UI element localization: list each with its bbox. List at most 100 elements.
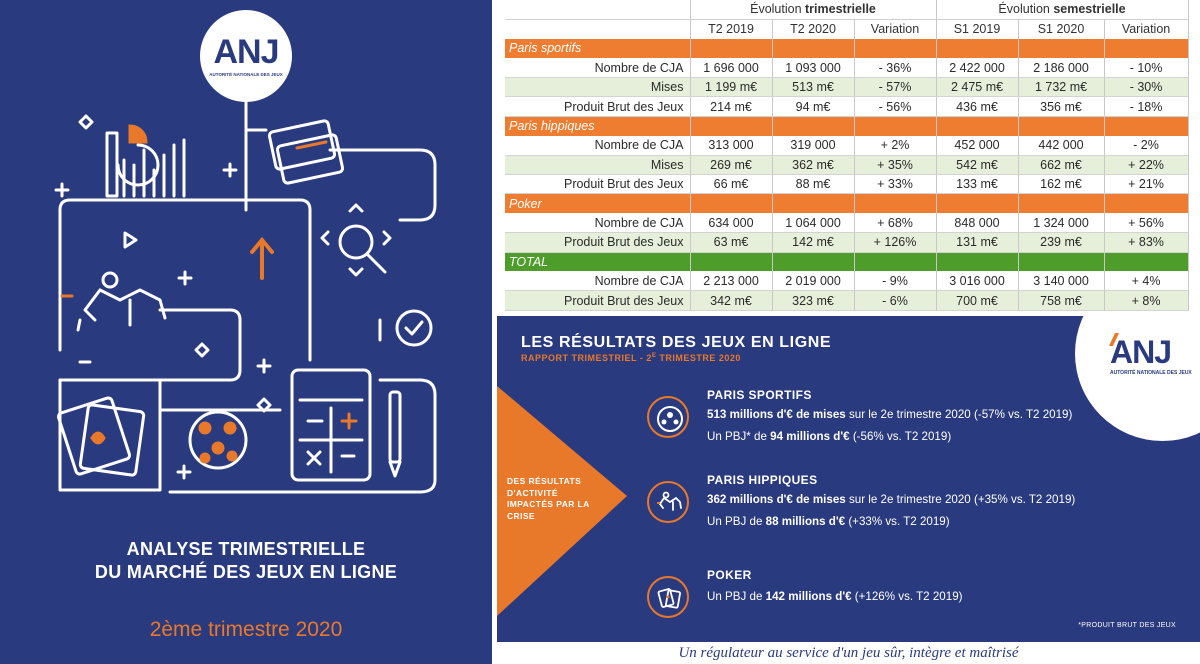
table-cell: 634 000 [690,213,773,234]
section-spacer-cell [772,252,855,272]
section-spacer-cell [1104,252,1189,272]
playing-cards-icon [647,576,689,618]
section-spacer-cell [1104,193,1189,214]
table-cell: - 36% [854,58,937,79]
banner-title: LES RÉSULTATS DES JEUX EN LIGNE [521,334,832,351]
section-spacer-cell [690,252,773,272]
cover-title: ANALYSE TRIMESTRIELLE DU MARCHÉ DES JEUX… [0,538,492,584]
column-header: S1 2019 [936,19,1019,39]
cover-subtitle: 2ème trimestre 2020 [149,618,343,641]
table-cell: - 6% [854,290,937,311]
row-label: Nombre de CJA [505,213,691,234]
table-cell: 2 019 000 [772,271,855,292]
table-row: Mises 269 m€ 362 m€ + 35% 542 m€ 662 m€ + 22% [505,155,1189,176]
category-line-2-rest: (-56% vs. T2 2019) [849,430,952,443]
section-spacer-cell [936,252,1019,272]
table-cell: 131 m€ [936,232,1019,253]
quarterly-header-bold: trimestrielle [805,2,876,17]
table-cell: + 8% [1104,290,1189,311]
category-title: PARIS SPORTIFS [707,388,812,402]
table-cell: 94 m€ [772,96,855,117]
category-line-1-rest: sur le 2e trimestre 2020 (+35% vs. T2 20… [845,493,1076,506]
banner-subtitle: RAPPORT TRIMESTRIEL - 2E TRIMESTRE 2020 [521,353,741,363]
results-table: Évolution trimestrielle Évolution semest… [505,0,1189,311]
row-label: Produit Brut des Jeux [505,174,691,195]
section-name: Paris hippiques [505,116,691,136]
semester-header-bold: semestrielle [1053,2,1126,17]
cover-title-line1: ANALYSE TRIMESTRIELLE [126,539,366,559]
table-cell: 63 m€ [690,232,773,253]
banner-subtitle-suffix: TRIMESTRE 2020 [656,353,741,363]
table-cell: + 2% [854,135,937,156]
category-line-1-rest: sur le 2e trimestre 2020 (-57% vs. T2 20… [845,408,1073,421]
anj-logo-text: ANJ [213,33,279,71]
category-line-2-bold: 88 millions d'€ [765,515,846,528]
table-cell: 66 m€ [690,174,773,195]
section-spacer-cell [1104,38,1189,59]
row-label: Produit Brut des Jeux [505,290,691,311]
row-label: Nombre de CJA [505,271,691,292]
table-cell: 848 000 [936,213,1019,234]
table-cell: 313 000 [690,135,773,156]
category-line-1-bold: 513 millions d'€ de mises [707,408,846,421]
cover-illustration [54,98,437,494]
row-label: Nombre de CJA [505,58,691,79]
section-spacer-cell [936,38,1019,59]
category-line-2-pre: Un PBJ* de [707,430,771,443]
report-cover: ANJ AUTORITÉ NATIONALE DES JEUX ANALYSE … [0,0,492,664]
category-line-1: 513 millions d'€ de mises sur le 2e trim… [707,408,1072,421]
table-row: Nombre de CJA 313 000 319 000 + 2% 452 000 44… [505,135,1189,156]
category-line-2-rest: (+33% vs. T2 2019) [845,515,950,528]
table-cell: + 56% [1104,213,1189,234]
category-title: POKER [707,568,752,582]
table-cell: 356 m€ [1018,96,1105,117]
column-header-row: T2 2019 T2 2020 Variation S1 2019 S1 2020 Var… [505,19,1189,39]
quarterly-group-header: Évolution trimestrielle [690,0,937,20]
table-cell: - 57% [854,77,937,98]
table-cell: 3 016 000 [936,271,1019,292]
anj-logo: ANJ AUTORITÉ NATIONALE DES JEUX [200,10,292,102]
row-label: Produit Brut des Jeux [505,232,691,253]
row-label: Produit Brut des Jeux [505,96,691,117]
section-spacer-cell [690,38,773,59]
column-header: T2 2020 [772,19,855,39]
table-cell: 2 213 000 [690,271,773,292]
table-cell: - 30% [1104,77,1189,98]
table-cell: 542 m€ [936,155,1019,176]
table-cell: 269 m€ [690,155,773,176]
column-header: S1 2020 [1018,19,1105,39]
table-cell: 133 m€ [936,174,1019,195]
horse-rider-icon [647,481,689,523]
banner-anj-logo: ANJ AUTORITÉ NATIONALE DES JEUX [1108,333,1200,376]
column-header: Variation [1104,19,1189,39]
table-cell: 758 m€ [1018,290,1105,311]
column-header: Variation [854,19,937,39]
section-name: Paris sportifs [505,38,691,59]
table-cell: 214 m€ [690,96,773,117]
section-spacer-cell [854,193,937,214]
arrow-shape [497,386,627,616]
table-row: Produit Brut des Jeux 342 m€ 323 m€ - 6% 700… [505,290,1189,311]
table-row: Produit Brut des Jeux 66 m€ 88 m€ + 33% 133 … [505,174,1189,195]
section-spacer-cell [772,116,855,136]
category-line-2: Un PBJ* de 94 millions d'€ (-56% vs. T2 … [707,430,951,443]
table-cell: + 22% [1104,155,1189,176]
table-cell: - 2% [1104,135,1189,156]
category-line-2-pre: Un PBJ de [707,515,766,528]
row-label: Nombre de CJA [505,135,691,156]
slogan: Un régulateur au service d'un jeu sûr, i… [678,645,1019,661]
section-spacer-cell [690,193,773,214]
section-spacer-cell [936,193,1019,214]
table-cell: 342 m€ [690,290,773,311]
results-banner: LES RÉSULTATS DES JEUX EN LIGNE RAPPORT … [497,316,1200,642]
row-label: Mises [505,77,691,98]
table-cell: 2 186 000 [1018,58,1105,79]
footnote: *PRODUIT BRUT DES JEUX [1078,622,1176,629]
table-cell: + 126% [854,232,937,253]
table-cell: 362 m€ [772,155,855,176]
semester-header-prefix: Évolution [998,2,1054,17]
section-spacer-cell [1104,116,1189,136]
banner-subtitle-prefix: RAPPORT TRIMESTRIEL - 2 [521,353,652,363]
table-row: Nombre de CJA 1 696 000 1 093 000- 36% 2 42… [505,58,1189,79]
banner-subtitle-sup: E [651,353,657,359]
